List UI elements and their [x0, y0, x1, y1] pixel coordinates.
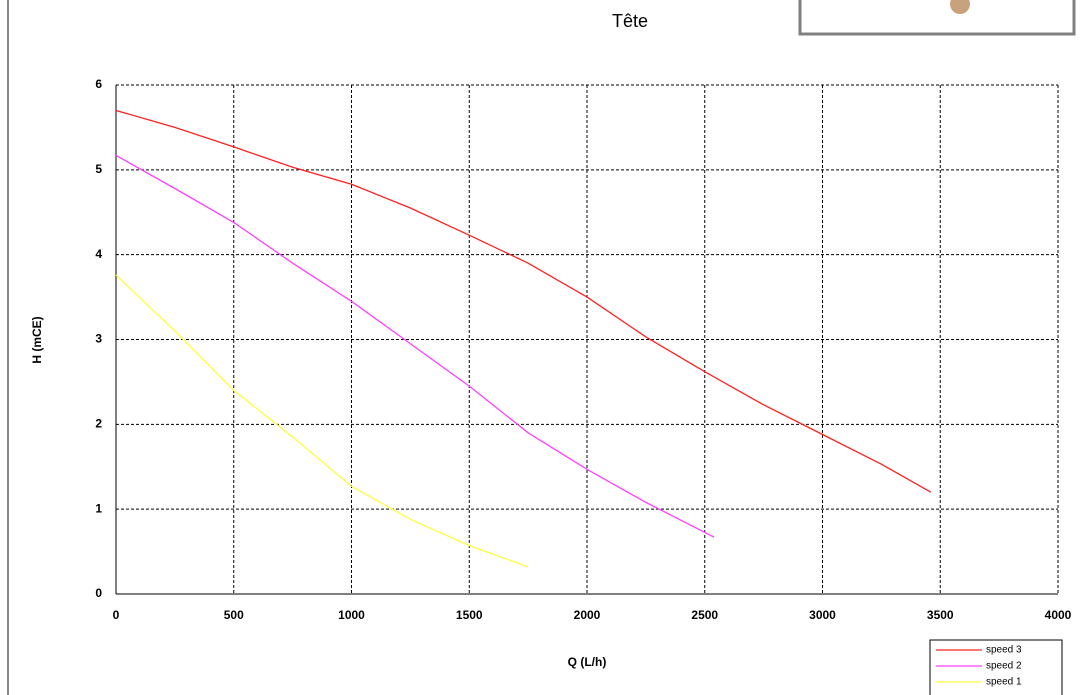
y-tick-label: 6: [95, 77, 102, 91]
x-tick-label: 500: [224, 608, 244, 622]
series-line: [115, 274, 529, 568]
x-tick-label: 0: [113, 608, 120, 622]
x-tick-label: 1000: [338, 608, 365, 622]
y-tick-label: 1: [95, 501, 102, 515]
x-tick-label: 1500: [456, 608, 483, 622]
y-axis-label: H (mCE): [30, 316, 44, 363]
y-tick-label: 3: [95, 332, 102, 346]
x-tick-label: 4000: [1045, 608, 1072, 622]
x-axis-label: Q (L/h): [568, 655, 607, 669]
legend-label: speed 2: [986, 661, 1022, 672]
x-tick-label: 3500: [927, 608, 954, 622]
y-tick-label: 4: [95, 247, 102, 261]
series-line: [115, 154, 715, 538]
y-tick-label: 0: [95, 586, 102, 600]
y-tick-label: 2: [95, 417, 102, 431]
series-line: [115, 109, 932, 493]
legend-label: speed 1: [986, 677, 1022, 688]
image-fragment: [950, 0, 970, 14]
x-tick-label: 3000: [809, 608, 836, 622]
image-frame: [798, 0, 1076, 36]
x-tick-label: 2500: [691, 608, 718, 622]
page-title: Tête: [612, 11, 648, 31]
y-tick-label: 5: [95, 162, 102, 176]
legend-box: [929, 639, 1063, 695]
legend-label: speed 3: [986, 645, 1022, 656]
x-tick-label: 2000: [574, 608, 601, 622]
